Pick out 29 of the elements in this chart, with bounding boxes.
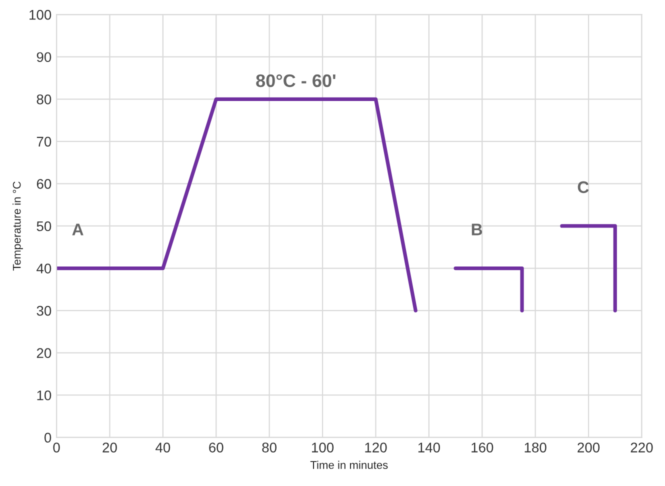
y-tick-label: 40	[36, 264, 52, 274]
y-tick-label: 50	[36, 221, 52, 232]
x-tick-label: 60	[209, 442, 224, 452]
x-tick-label: 180	[524, 442, 546, 452]
series-label: A	[72, 224, 84, 236]
x-tick-label: 80	[262, 442, 277, 452]
x-tick-label: 100	[312, 442, 334, 452]
x-tick-label: 220	[630, 442, 653, 452]
y-tick-label: 90	[36, 52, 52, 62]
y-tick-label: 0	[44, 432, 52, 443]
x-tick-label: 160	[472, 442, 494, 452]
series-label: B	[472, 224, 482, 236]
y-tick-label: 80	[36, 94, 52, 104]
x-tick-label: 40	[156, 442, 170, 452]
y-tick-label: 70	[36, 136, 52, 147]
series-label: C	[578, 181, 589, 194]
x-tick-label: 120	[365, 442, 387, 452]
y-tick-label: 60	[36, 179, 52, 189]
x-tick-label: 0	[53, 442, 60, 452]
x-tick-label: 200	[578, 442, 600, 452]
y-axis-title: Temperature in °C	[12, 182, 23, 271]
annotation: 80°C - 60'	[256, 74, 336, 88]
y-tick-label: 100	[30, 10, 52, 20]
x-tick-label: 20	[102, 442, 117, 452]
y-tick-label: 10	[37, 390, 52, 400]
y-tick-label: 30	[36, 306, 52, 316]
x-axis-title: Time in minutes	[310, 460, 388, 469]
y-tick-label: 20	[36, 348, 52, 358]
x-tick-label: 140	[418, 442, 440, 452]
